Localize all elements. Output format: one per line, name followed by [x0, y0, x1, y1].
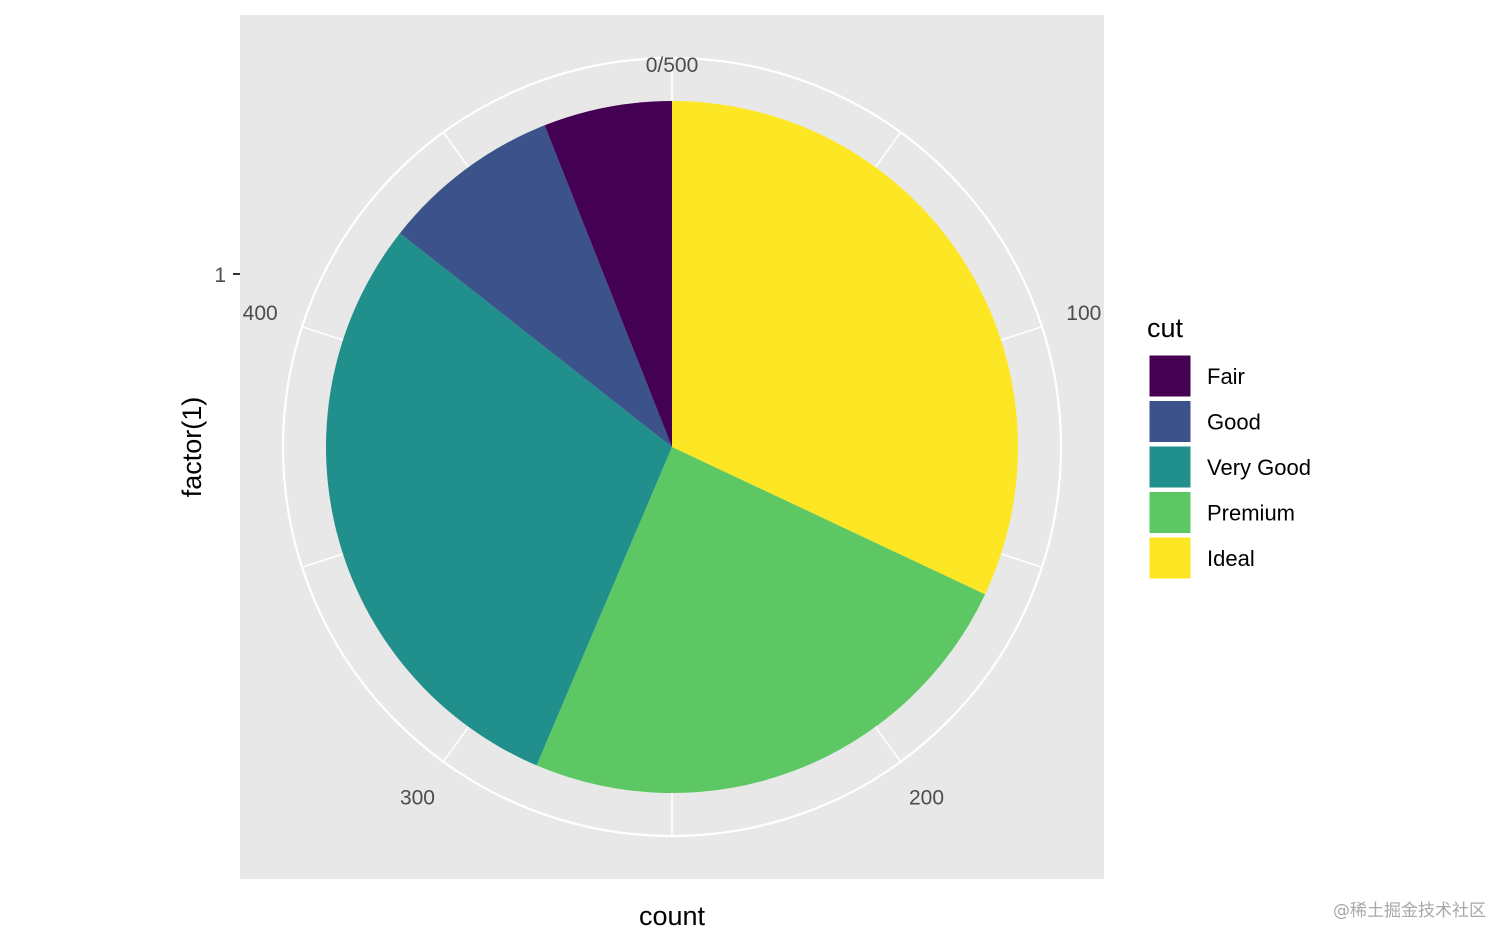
y-axis-tick-label: 1 [214, 264, 226, 287]
slice-good [399, 125, 672, 447]
pie-slices [325, 101, 1019, 793]
angular-tick-label: 400 [243, 302, 278, 325]
slice-ideal [672, 101, 1019, 595]
legend-swatch-fair [1148, 354, 1192, 398]
slice-premium [536, 447, 986, 793]
slice-fair [544, 101, 672, 447]
legend-swatch-premium [1148, 491, 1192, 534]
legend-swatch-good [1148, 400, 1192, 443]
legend: cut Fair Good Very Good Premium Ideal [1147, 313, 1311, 580]
angular-tick-labels: 0/500 100 200 300 400 [243, 54, 1102, 809]
angular-tick-label: 0/500 [646, 54, 699, 77]
y-axis-title: factor(1) [177, 397, 207, 498]
legend-label-fair: Fair [1207, 364, 1245, 389]
legend-title: cut [1147, 313, 1184, 343]
legend-items: Fair Good Very Good Premium Ideal [1148, 354, 1311, 580]
angular-tick-label: 200 [909, 786, 944, 809]
angular-tick-label: 300 [400, 786, 435, 809]
slice-very-good [325, 233, 672, 766]
legend-swatch-ideal [1148, 536, 1192, 580]
legend-label-good: Good [1207, 410, 1261, 435]
legend-swatch-very-good [1148, 445, 1192, 489]
legend-label-ideal: Ideal [1207, 546, 1255, 571]
legend-label-premium: Premium [1207, 501, 1295, 526]
angular-tick-label: 100 [1066, 302, 1101, 325]
x-axis-title: count [639, 901, 706, 931]
watermark: @稀土掘金技术社区 [1333, 901, 1486, 921]
legend-label-very-good: Very Good [1207, 455, 1311, 480]
